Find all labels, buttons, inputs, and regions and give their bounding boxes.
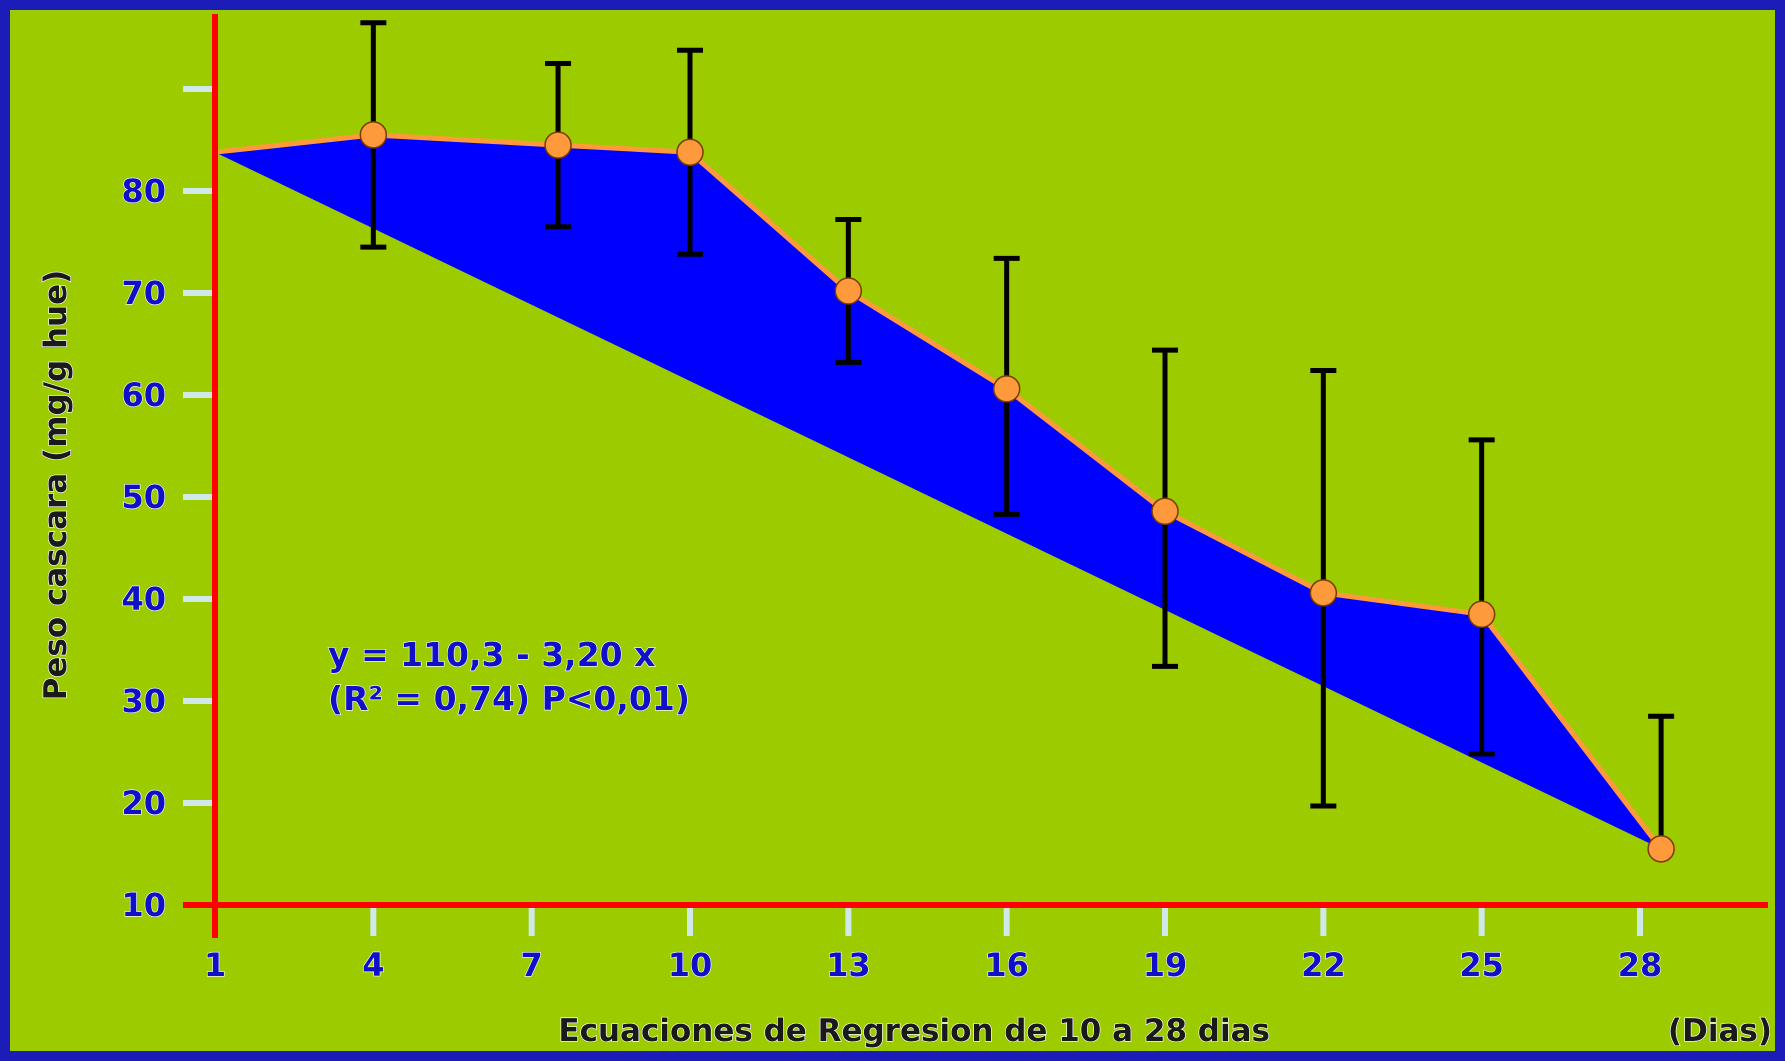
y-tick-label: 60 [121, 376, 166, 414]
y-tick-label: 20 [121, 784, 166, 822]
data-point [1151, 497, 1179, 526]
data-point [544, 131, 572, 159]
y-tick-label: 30 [121, 682, 166, 720]
data-point [1309, 579, 1338, 607]
equation-line-1: y = 110,3 - 3,20 x [328, 635, 655, 674]
data-markers [359, 121, 1675, 863]
x-tick-label: 22 [1301, 946, 1346, 984]
data-point [1647, 835, 1675, 863]
data-point [992, 375, 1021, 403]
x-tick-label: 4 [362, 946, 384, 984]
data-point [676, 138, 704, 166]
x-tick-label: 7 [521, 946, 543, 984]
y-tick-label: 50 [121, 478, 166, 516]
axes [183, 14, 1768, 938]
y-axis-title: Peso cascara (mg/g hue) [38, 270, 74, 701]
error-bar [1468, 437, 1495, 757]
equation-line-2: (R² = 0,74) P<0,01) [328, 679, 690, 718]
data-point [1467, 600, 1496, 629]
x-tick-label: 25 [1459, 946, 1504, 984]
x-tick-label: 28 [1618, 946, 1663, 984]
x-tick-label: 13 [826, 946, 871, 984]
x-axis-unit: (Dias) [1668, 1013, 1772, 1049]
x-tick-label: 19 [1143, 946, 1188, 984]
x-tick-label: 10 [668, 946, 713, 984]
data-point [834, 277, 863, 305]
x-axis-title: Ecuaciones de Regresion de 10 a 28 dias [558, 1013, 1270, 1049]
x-tick-label: 1 [204, 946, 226, 984]
y-tick-label: 70 [121, 274, 166, 312]
x-tick-label: 16 [984, 946, 1029, 984]
y-tick-label: 40 [121, 580, 166, 618]
observed-line [214, 132, 1664, 851]
area-fill-group [214, 132, 1664, 851]
y-tick-label: 80 [121, 172, 166, 210]
error-bar [1648, 713, 1675, 852]
tick-labels: 10 20 30 40 50 60 70 80 1 4 7 10 13 16 19 22 25 28 [121, 171, 1663, 984]
area-fill [215, 134, 1662, 849]
data-point [359, 121, 388, 149]
y-tick-label: 10 [121, 886, 166, 924]
